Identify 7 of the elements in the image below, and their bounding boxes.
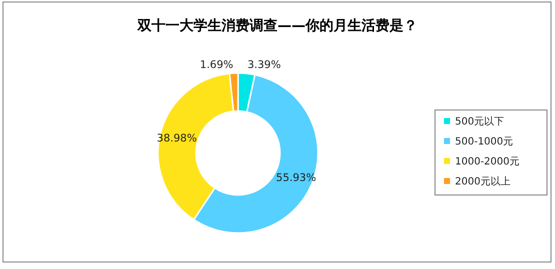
data-label: 3.39% [247,59,281,72]
legend-label: 500元以下 [455,116,504,128]
legend-label: 1000-2000元 [455,156,520,168]
chart-title: 双十一大学生消费调查——你的月生活费是？ [136,18,418,34]
legend-label: 500-1000元 [455,136,514,148]
legend-label: 2000元以上 [455,176,510,188]
data-label: 1.69% [200,58,234,71]
